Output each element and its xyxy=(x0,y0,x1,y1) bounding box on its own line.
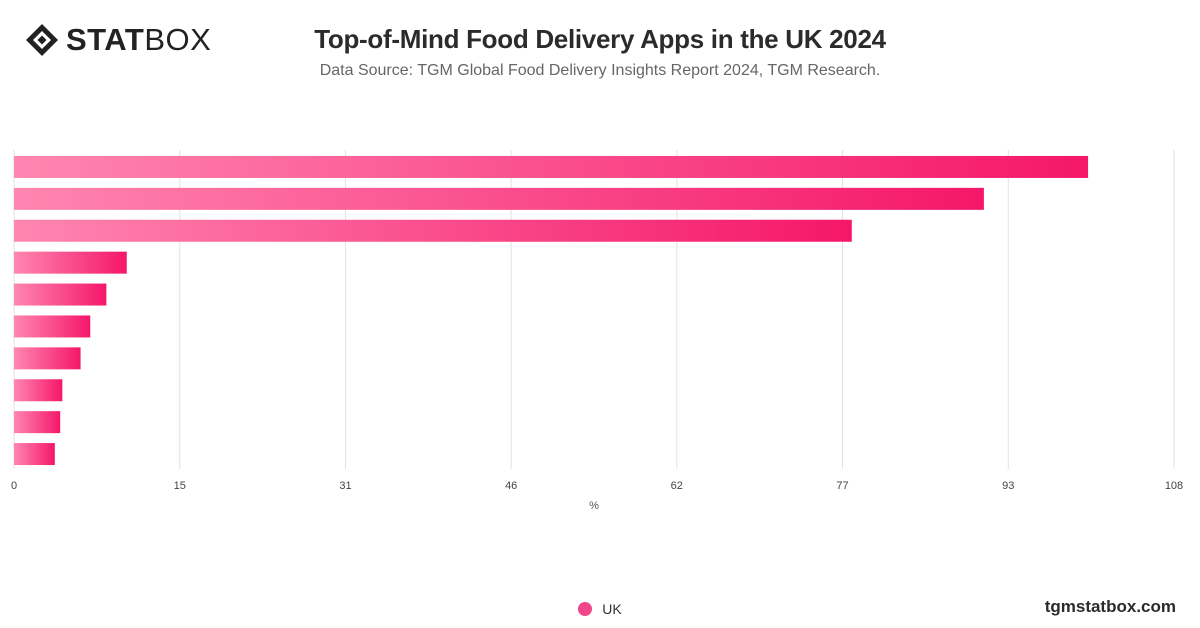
x-axis-ticks: 0 15 31 46 62 77 93 108 xyxy=(11,480,1183,492)
chart-title: Top-of-Mind Food Delivery Apps in the UK… xyxy=(314,24,886,54)
statbox-logo: STATBOX xyxy=(24,22,211,58)
x-tick-label: 0 xyxy=(11,480,17,492)
bar[interactable] xyxy=(14,379,63,402)
bar[interactable] xyxy=(14,443,55,466)
logo-wordmark-light: BOX xyxy=(144,22,212,57)
x-tick-label: 15 xyxy=(174,480,186,492)
x-tick-label: 93 xyxy=(1002,480,1014,492)
chart-subtitle: Data Source: TGM Global Food Delivery In… xyxy=(319,62,881,79)
x-tick-label: 31 xyxy=(339,480,351,492)
legend[interactable]: UK xyxy=(0,601,1200,617)
bar[interactable] xyxy=(14,187,984,210)
legend-label-uk: UK xyxy=(602,601,622,617)
bar[interactable] xyxy=(14,251,127,274)
bar[interactable] xyxy=(14,315,91,338)
statbox-diamond-icon xyxy=(26,24,58,56)
watermark: tgmstatbox.com xyxy=(1044,597,1176,616)
bar[interactable] xyxy=(14,283,107,306)
logo-wordmark-bold: STAT xyxy=(66,22,145,57)
x-tick-label: 62 xyxy=(671,480,683,492)
bar-chart: 0 15 31 46 62 77 93 108 % xyxy=(11,150,1183,512)
logo-wordmark: STATBOX xyxy=(66,22,211,58)
bar[interactable] xyxy=(14,219,852,242)
bar[interactable] xyxy=(14,347,81,370)
legend-dot-uk xyxy=(578,602,593,616)
x-tick-label: 77 xyxy=(836,480,848,492)
bars xyxy=(14,155,1089,466)
bar[interactable] xyxy=(14,155,1089,178)
bar[interactable] xyxy=(14,411,61,434)
x-tick-label: 46 xyxy=(505,480,517,492)
x-tick-label: 108 xyxy=(1165,480,1183,492)
x-axis-label: % xyxy=(589,500,599,512)
